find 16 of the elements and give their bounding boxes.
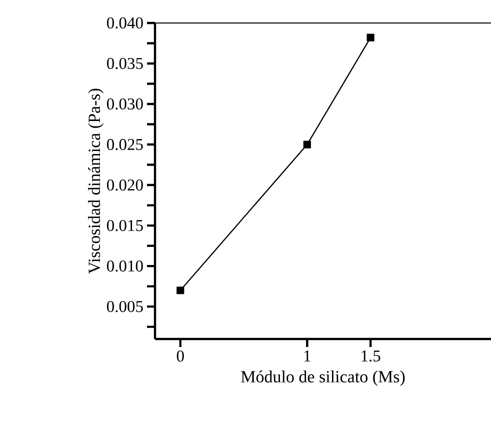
- x-tick-label: 1: [304, 350, 310, 362]
- y-tick-label: 0.005: [106, 300, 143, 312]
- point: [303, 140, 311, 148]
- y-tick-label: 0.025: [106, 138, 143, 150]
- x-tick-label: 1.5: [362, 350, 380, 362]
- x-tick-label: 0: [176, 350, 184, 362]
- y-tick-label: 0.040: [106, 17, 143, 29]
- y-tick-label: 0.010: [106, 260, 143, 272]
- y-tick-label: 0.035: [106, 58, 143, 70]
- point: [366, 34, 374, 42]
- y-axis-title: Viscosidad dinámica (Pa-s): [88, 88, 104, 274]
- x-axis-title: Módulo de silicato (Ms): [241, 370, 405, 386]
- y-tick-label: 0.020: [106, 179, 143, 191]
- y-tick-label: 0.030: [106, 98, 143, 110]
- y-tick-label: 0.015: [106, 220, 143, 232]
- point: [176, 286, 184, 294]
